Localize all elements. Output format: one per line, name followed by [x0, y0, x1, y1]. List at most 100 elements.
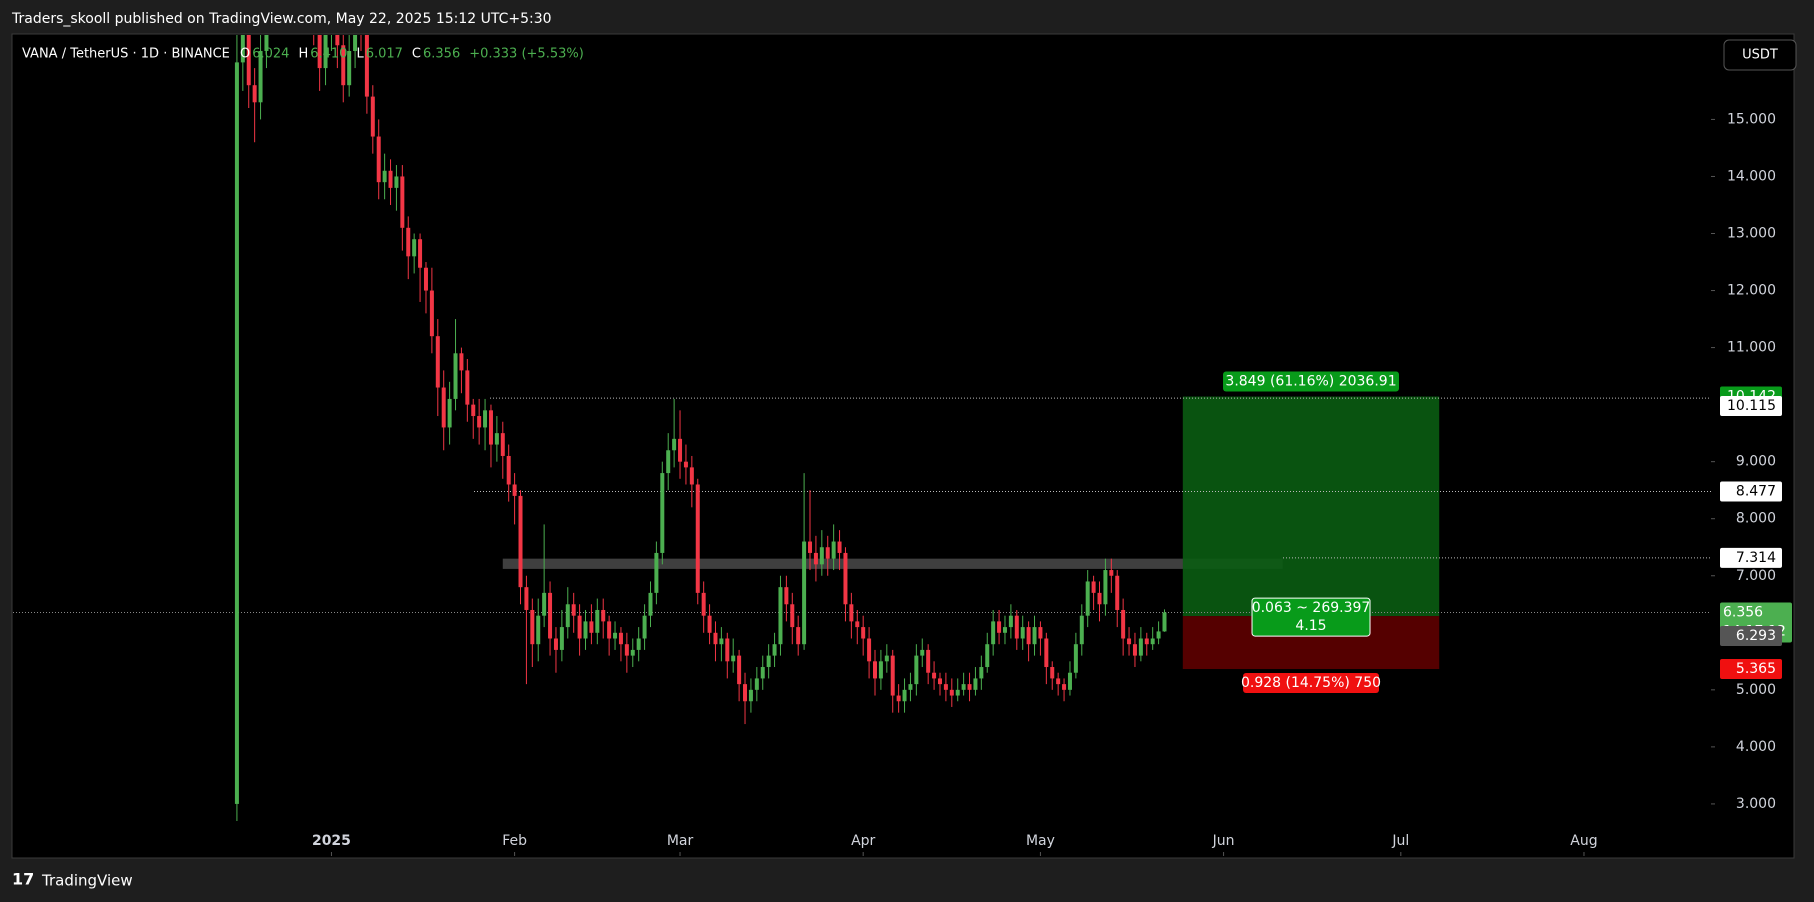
- candle-body: [595, 609, 600, 633]
- candle-body: [943, 684, 948, 690]
- candle-body: [382, 170, 387, 183]
- x-tick-label: Mar: [667, 833, 694, 849]
- candle-body: [678, 438, 683, 462]
- candle-body: [701, 592, 706, 616]
- candle-body: [1008, 615, 1013, 628]
- x-tick-label: Jul: [1391, 833, 1409, 849]
- y-tick-label: 14.000: [1727, 168, 1776, 184]
- candle-body: [234, 62, 239, 804]
- candle-body: [364, 35, 369, 97]
- candle-body: [246, 35, 251, 86]
- candle-body: [518, 495, 523, 588]
- stop-tag: 5.365: [1736, 661, 1776, 677]
- candle-body: [737, 655, 742, 685]
- candle-body: [1067, 672, 1072, 690]
- candle-body: [506, 455, 511, 485]
- candle-body: [589, 621, 594, 633]
- candle-body: [1085, 581, 1090, 616]
- y-tick-label: 9.000: [1736, 454, 1776, 470]
- candle-body: [985, 644, 990, 668]
- logo-mark: 17: [12, 870, 34, 889]
- candle-body: [453, 353, 458, 399]
- candle-body: [435, 336, 440, 388]
- candle-body: [914, 655, 919, 685]
- y-tick-label: 4.000: [1736, 739, 1776, 755]
- candle-body: [418, 239, 423, 268]
- candle-body: [577, 615, 582, 639]
- candle-body: [500, 433, 505, 456]
- candle-body: [689, 467, 694, 485]
- candle-body: [1109, 570, 1114, 576]
- x-tick-label: May: [1026, 833, 1055, 849]
- candle-body: [252, 85, 257, 103]
- candle-body: [618, 632, 623, 645]
- candle-body: [335, 35, 340, 46]
- x-tick-label: Feb: [502, 833, 527, 849]
- stop-label: 0.928 (14.75%) 750: [1241, 675, 1381, 691]
- y-tick-label: 12.000: [1727, 283, 1776, 299]
- center-label: 0.063 ~ 269.397: [1252, 600, 1371, 616]
- y-tick-label: 5.000: [1736, 682, 1776, 698]
- ohlc-value: 6.024: [252, 47, 289, 62]
- candle-body: [855, 621, 860, 628]
- candle-body: [961, 684, 966, 690]
- candle-body: [1115, 575, 1120, 610]
- candle-body: [1138, 638, 1143, 656]
- candle-body: [642, 615, 647, 639]
- ohlc-key: H: [298, 47, 308, 62]
- candle-body: [784, 587, 789, 605]
- candle-body: [347, 50, 352, 86]
- candle-body: [796, 627, 801, 645]
- candle-body: [731, 655, 736, 662]
- symbol-title: VANA / TetherUS · 1D · BINANCE: [22, 47, 230, 62]
- candle-body: [607, 621, 612, 639]
- candle-body: [937, 678, 942, 685]
- stop-label-bg: [1243, 673, 1380, 694]
- level-tag-bg: [1720, 396, 1782, 417]
- candle-body: [400, 176, 405, 228]
- candle-body: [412, 239, 417, 257]
- candle-body: [1026, 627, 1031, 645]
- candle-body: [1014, 615, 1019, 639]
- candle-body: [648, 592, 653, 616]
- candle-body: [459, 353, 464, 371]
- candle-body: [967, 684, 972, 690]
- center-label-bg: [1251, 597, 1371, 637]
- publish-info: Traders_skooll published on TradingView.…: [11, 11, 552, 27]
- last-price-tag: 6.356: [1723, 604, 1763, 620]
- candle-body: [1150, 638, 1155, 645]
- center-sub: 4.15: [1295, 618, 1326, 634]
- candle-body: [548, 592, 553, 639]
- level-tag-bg: [1720, 547, 1782, 568]
- candle-body: [843, 552, 848, 605]
- level-tag-bg: [1720, 481, 1782, 502]
- ohlc-value: 6.356: [423, 47, 460, 62]
- candle-body: [713, 632, 718, 645]
- candle-body: [388, 170, 393, 188]
- ohlc-key: O: [240, 47, 250, 62]
- candle-body: [530, 609, 535, 645]
- candle-body: [949, 689, 954, 696]
- currency-button[interactable]: [1723, 39, 1797, 71]
- profit-zone: [1182, 396, 1440, 617]
- candle-body: [512, 484, 517, 496]
- candle-body: [542, 592, 547, 616]
- candle-body: [323, 35, 328, 69]
- candle-body: [754, 678, 759, 690]
- candle-body: [1002, 627, 1007, 633]
- candle-body: [991, 621, 996, 645]
- candle-body: [1079, 615, 1084, 645]
- currency-label[interactable]: USDT: [1742, 48, 1778, 63]
- candle-body: [683, 461, 688, 468]
- candle-body: [1097, 592, 1102, 605]
- candle-body: [695, 484, 700, 593]
- x-tick-label: Jun: [1212, 833, 1235, 849]
- candle-body: [1020, 627, 1025, 639]
- candle-body: [896, 695, 901, 702]
- candle-body: [240, 35, 245, 63]
- candle-body: [997, 621, 1002, 633]
- candle-body: [488, 410, 493, 445]
- candle-body: [429, 290, 434, 337]
- candle-body: [447, 398, 452, 428]
